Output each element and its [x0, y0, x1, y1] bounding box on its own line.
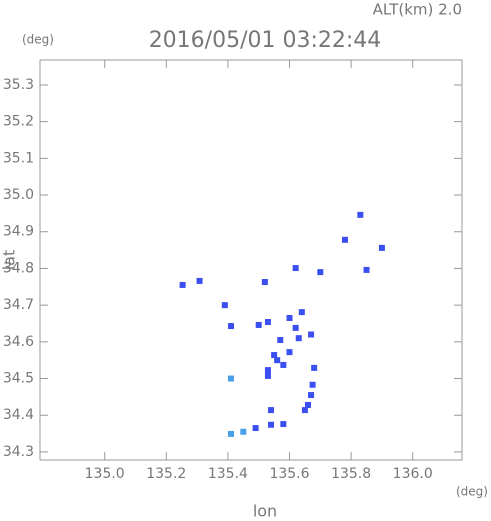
data-point: [292, 324, 299, 331]
data-point: [264, 367, 271, 374]
data-point: [264, 319, 271, 326]
y-tick-label: 34.8: [3, 260, 34, 276]
data-point: [298, 309, 305, 316]
chart-title: 2016/05/01 03:22:44: [149, 28, 382, 53]
data-point: [301, 407, 308, 414]
y-tick-label: 35.0: [3, 187, 34, 203]
plot-frame: [39, 59, 463, 461]
y-tick-label: 34.7: [3, 297, 34, 313]
y-tick-label: 34.9: [3, 224, 34, 240]
data-point: [268, 421, 275, 428]
data-point: [221, 302, 228, 309]
data-point: [308, 331, 315, 338]
data-point: [261, 279, 268, 286]
data-point: [341, 236, 348, 243]
data-point: [264, 372, 271, 379]
y-tick-label: 34.6: [3, 334, 34, 350]
y-tick-label: 35.2: [3, 114, 34, 130]
data-point: [255, 321, 262, 328]
y-tick-label: 35.3: [3, 77, 34, 93]
x-tick-label: 135.6: [269, 466, 309, 482]
x-tick-label: 135.8: [331, 466, 371, 482]
data-point: [286, 314, 293, 321]
x-tick-label: 135.4: [208, 466, 248, 482]
y-tick-label: 35.1: [3, 150, 34, 166]
data-point: [286, 349, 293, 356]
data-point: [179, 281, 186, 288]
y-tick-label: 34.3: [3, 444, 34, 460]
data-point: [196, 277, 203, 284]
data-point: [292, 265, 299, 272]
y-tick-label: 34.5: [3, 371, 34, 387]
x-axis-label: lon: [253, 502, 277, 521]
x-tick-label: 135.2: [146, 466, 186, 482]
y-axis-label: lat: [0, 250, 19, 271]
data-point: [304, 401, 311, 408]
data-point: [280, 361, 287, 368]
y-tick-label: 34.4: [3, 407, 34, 423]
x-tick-label: 135.0: [85, 466, 125, 482]
data-point: [357, 211, 364, 218]
data-point: [240, 428, 247, 435]
data-point: [317, 269, 324, 276]
data-point: [311, 364, 318, 371]
y-unit: (deg): [22, 33, 54, 47]
data-point: [308, 392, 315, 399]
data-point: [271, 352, 278, 359]
data-point: [227, 323, 234, 330]
data-point: [378, 244, 385, 251]
data-point: [274, 357, 281, 364]
subtitle: ALT(km) 2.0: [373, 1, 462, 19]
data-point: [295, 335, 302, 342]
data-point: [268, 407, 275, 414]
data-point: [227, 430, 234, 437]
data-point: [363, 266, 370, 273]
x-unit: (deg): [456, 485, 488, 499]
data-point: [252, 425, 259, 432]
data-point: [280, 421, 287, 428]
x-tick-label: 136.0: [393, 466, 433, 482]
data-point: [227, 375, 234, 382]
data-point: [277, 337, 284, 343]
data-point: [309, 381, 316, 388]
